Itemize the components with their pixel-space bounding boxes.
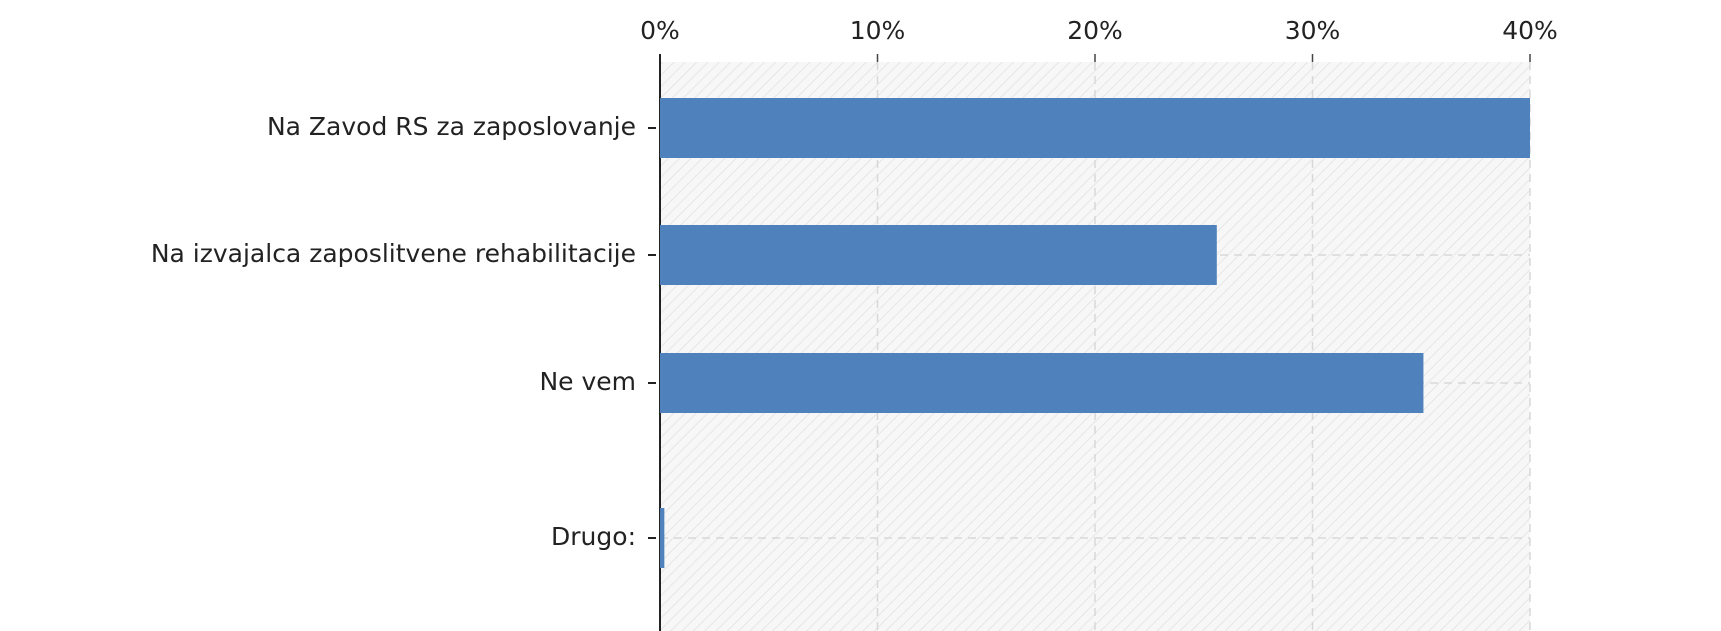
y-tick-label: Drugo:: [551, 522, 636, 551]
bar: [660, 98, 1530, 158]
y-tick-label: Ne vem: [539, 367, 636, 396]
bar: [660, 225, 1217, 285]
x-tick-label: 30%: [1285, 16, 1341, 45]
x-tick-label: 40%: [1502, 16, 1558, 45]
x-tick-label: 10%: [850, 16, 906, 45]
bar: [660, 508, 665, 568]
bar: [660, 353, 1424, 413]
y-tick-label: Na izvajalca zaposlitvene rehabilitacije: [151, 239, 636, 268]
x-tick-label: 20%: [1067, 16, 1123, 45]
x-tick-label: 0%: [640, 16, 680, 45]
y-tick-label: Na Zavod RS za zaposlovanje: [267, 112, 636, 141]
